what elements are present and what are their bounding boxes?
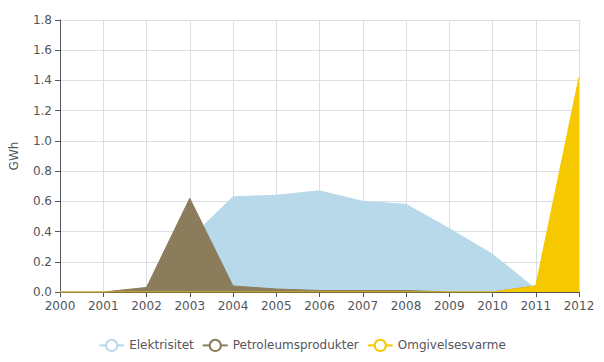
svg-text:2000: 2000 <box>45 299 76 313</box>
svg-text:2011: 2011 <box>520 299 551 313</box>
svg-text:0.0: 0.0 <box>33 285 52 299</box>
svg-text:2005: 2005 <box>261 299 292 313</box>
svg-text:GWh: GWh <box>7 142 21 171</box>
svg-text:1.0: 1.0 <box>33 134 52 148</box>
svg-text:2007: 2007 <box>347 299 378 313</box>
svg-text:2004: 2004 <box>218 299 249 313</box>
svg-text:0.4: 0.4 <box>33 225 52 239</box>
svg-text:2003: 2003 <box>174 299 205 313</box>
svg-text:0.6: 0.6 <box>33 194 52 208</box>
svg-text:2009: 2009 <box>434 299 465 313</box>
svg-text:2010: 2010 <box>477 299 508 313</box>
svg-text:2001: 2001 <box>88 299 119 313</box>
svg-text:2012: 2012 <box>564 299 595 313</box>
svg-text:1.8: 1.8 <box>33 13 52 27</box>
svg-text:1.2: 1.2 <box>33 104 52 118</box>
svg-text:2002: 2002 <box>131 299 162 313</box>
svg-text:2006: 2006 <box>304 299 335 313</box>
svg-text:1.6: 1.6 <box>33 43 52 57</box>
svg-text:Elektrisitet: Elektrisitet <box>129 338 194 352</box>
svg-text:2008: 2008 <box>391 299 422 313</box>
svg-text:1.4: 1.4 <box>33 73 52 87</box>
svg-text:Omgivelsesvarme: Omgivelsesvarme <box>398 338 506 352</box>
svg-text:Petroleumsprodukter: Petroleumsprodukter <box>233 338 359 352</box>
svg-text:0.2: 0.2 <box>33 255 52 269</box>
svg-text:0.8: 0.8 <box>33 164 52 178</box>
